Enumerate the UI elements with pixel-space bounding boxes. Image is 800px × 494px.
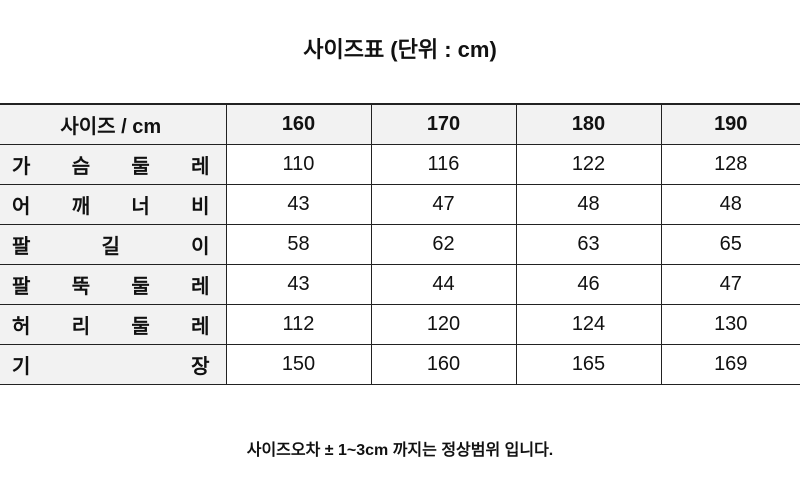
cell: 43 [225, 184, 372, 225]
cell: 63 [515, 224, 662, 265]
cell: 112 [225, 304, 372, 345]
cell: 116 [370, 144, 517, 185]
cell: 48 [660, 184, 800, 225]
size-header: 190 [660, 103, 800, 145]
cell: 47 [660, 264, 800, 305]
cell: 150 [225, 344, 372, 385]
size-header: 170 [370, 103, 517, 145]
row-label: 기 장 [0, 344, 227, 385]
table-row: 허 리 둘 레 112 120 124 130 [0, 304, 800, 345]
row-label: 어 깨 너 비 [0, 184, 227, 225]
table-row: 팔 길 이 58 62 63 65 [0, 224, 800, 265]
cell: 128 [660, 144, 800, 185]
cell: 44 [370, 264, 517, 305]
cell: 124 [515, 304, 662, 345]
cell: 165 [515, 344, 662, 385]
row-label: 팔 뚝 둘 레 [0, 264, 227, 305]
cell: 48 [515, 184, 662, 225]
table-header-row: 사이즈 / cm 160 170 180 190 [0, 103, 800, 145]
row-label: 가 슴 둘 레 [0, 144, 227, 185]
size-tolerance-note: 사이즈오차 ± 1~3cm 까지는 정상범위 입니다. [246, 442, 554, 459]
cell: 130 [660, 304, 800, 345]
cell: 58 [225, 224, 372, 265]
cell: 43 [225, 264, 372, 305]
row-label: 팔 길 이 [0, 224, 227, 265]
cell: 47 [370, 184, 517, 225]
table-row: 팔 뚝 둘 레 43 44 46 47 [0, 264, 800, 305]
cell: 46 [515, 264, 662, 305]
cell: 122 [515, 144, 662, 185]
cell: 65 [660, 224, 800, 265]
table-row: 가 슴 둘 레 110 116 122 128 [0, 144, 800, 185]
cell: 120 [370, 304, 517, 345]
page-title: 사이즈표 (단위 : cm) [303, 37, 497, 62]
cell: 160 [370, 344, 517, 385]
cell: 62 [370, 224, 517, 265]
size-table: 사이즈 / cm 160 170 180 190 가 슴 둘 레 110 116 12… [0, 103, 800, 385]
table-row: 어 깨 너 비 43 47 48 48 [0, 184, 800, 225]
cell: 169 [660, 344, 800, 385]
size-header: 160 [225, 103, 372, 145]
corner-header: 사이즈 / cm [0, 103, 227, 145]
row-label: 허 리 둘 레 [0, 304, 227, 345]
size-header: 180 [515, 103, 662, 145]
table-row: 기 장 150 160 165 169 [0, 344, 800, 385]
cell: 110 [225, 144, 372, 185]
